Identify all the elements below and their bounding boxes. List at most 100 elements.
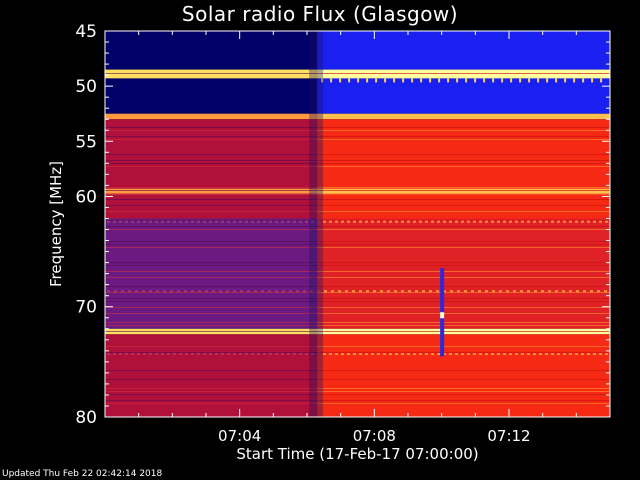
texture-left — [105, 325, 318, 326]
texture-left — [105, 241, 318, 242]
dotted-band — [371, 353, 374, 356]
texture-left — [105, 205, 318, 206]
dotted-band — [167, 220, 170, 223]
texture-right — [317, 226, 610, 227]
dotted-band — [347, 353, 350, 356]
dotted-band — [366, 290, 369, 293]
dotted-band — [205, 290, 208, 293]
dotted-band — [269, 220, 272, 223]
dotted-band — [576, 290, 579, 293]
dotted-band — [419, 353, 422, 356]
texture-left — [105, 130, 318, 131]
dotted-band — [239, 353, 242, 356]
dotted-band — [305, 353, 308, 356]
dotted-band — [401, 290, 404, 293]
texture-left — [105, 400, 318, 401]
dotted-band — [184, 290, 187, 293]
dotted-band — [219, 290, 222, 293]
texture-right — [317, 394, 610, 395]
harmonic-dot — [573, 78, 576, 83]
dotted-band — [521, 353, 524, 356]
band-right-3 — [317, 113, 610, 120]
dotted-band — [352, 290, 355, 293]
dotted-band — [269, 353, 272, 356]
dotted-band — [449, 220, 452, 223]
dotted-band — [317, 220, 320, 223]
harmonic-dot — [375, 78, 378, 83]
dotted-band — [149, 353, 152, 356]
texture-left — [105, 199, 318, 200]
texture-right — [317, 163, 610, 164]
texture-left — [105, 292, 318, 293]
texture-left — [105, 229, 318, 230]
dotted-band — [299, 353, 302, 356]
dotted-band — [287, 220, 290, 223]
dotted-band — [239, 220, 242, 223]
band-left-1 — [105, 69, 318, 79]
texture-right — [317, 322, 610, 323]
texture-right — [317, 229, 610, 230]
dotted-band — [197, 220, 200, 223]
dotted-band — [156, 290, 159, 293]
texture-left — [105, 388, 318, 389]
dotted-band — [422, 290, 425, 293]
dotted-band — [485, 353, 488, 356]
dotted-band — [303, 290, 306, 293]
dotted-band — [353, 220, 356, 223]
dotted-band — [257, 220, 260, 223]
dotted-band — [464, 290, 467, 293]
dotted-band — [590, 290, 593, 293]
texture-left — [105, 139, 318, 140]
texture-right — [317, 262, 610, 263]
dotted-band — [209, 353, 212, 356]
dotted-band — [604, 290, 607, 293]
texture-left — [105, 298, 318, 299]
dotted-band — [455, 353, 458, 356]
dotted-band — [233, 220, 236, 223]
texture-right — [317, 313, 610, 314]
dotted-band — [251, 353, 254, 356]
dotted-band — [209, 220, 212, 223]
band-right-1 — [317, 69, 610, 79]
texture-left — [105, 127, 318, 128]
dotted-band — [119, 353, 122, 356]
dotted-band — [317, 290, 320, 293]
dotted-band — [599, 220, 602, 223]
x-tick-label: 07:12 — [487, 427, 530, 445]
dotted-band — [450, 290, 453, 293]
harmonic-dot — [447, 78, 450, 83]
texture-left — [105, 331, 318, 332]
dotted-band — [555, 290, 558, 293]
dotted-band — [509, 353, 512, 356]
dotted-band — [215, 353, 218, 356]
dotted-band — [155, 353, 158, 356]
dotted-band — [335, 220, 338, 223]
dotted-band — [436, 290, 439, 293]
dotted-band — [167, 353, 170, 356]
dotted-band — [425, 353, 428, 356]
dotted-band — [281, 353, 284, 356]
dotted-band — [387, 290, 390, 293]
band-right-2 — [317, 78, 610, 114]
dotted-band — [506, 290, 509, 293]
dotted-band — [287, 353, 290, 356]
texture-right — [317, 331, 610, 332]
dotted-band — [485, 290, 488, 293]
dotted-band — [395, 220, 398, 223]
dotted-band — [161, 353, 164, 356]
texture-right — [317, 199, 610, 200]
dotted-band — [380, 290, 383, 293]
dotted-band — [365, 220, 368, 223]
texture-right — [317, 286, 610, 287]
dotted-band — [497, 353, 500, 356]
band-left-4 — [105, 119, 318, 219]
dotted-band — [240, 290, 243, 293]
texture-left — [105, 220, 318, 221]
dotted-band — [509, 220, 512, 223]
texture-right — [317, 73, 610, 74]
harmonic-dot — [591, 78, 594, 83]
dotted-band — [394, 290, 397, 293]
texture-left — [105, 346, 318, 347]
harmonic-dot — [339, 78, 342, 83]
